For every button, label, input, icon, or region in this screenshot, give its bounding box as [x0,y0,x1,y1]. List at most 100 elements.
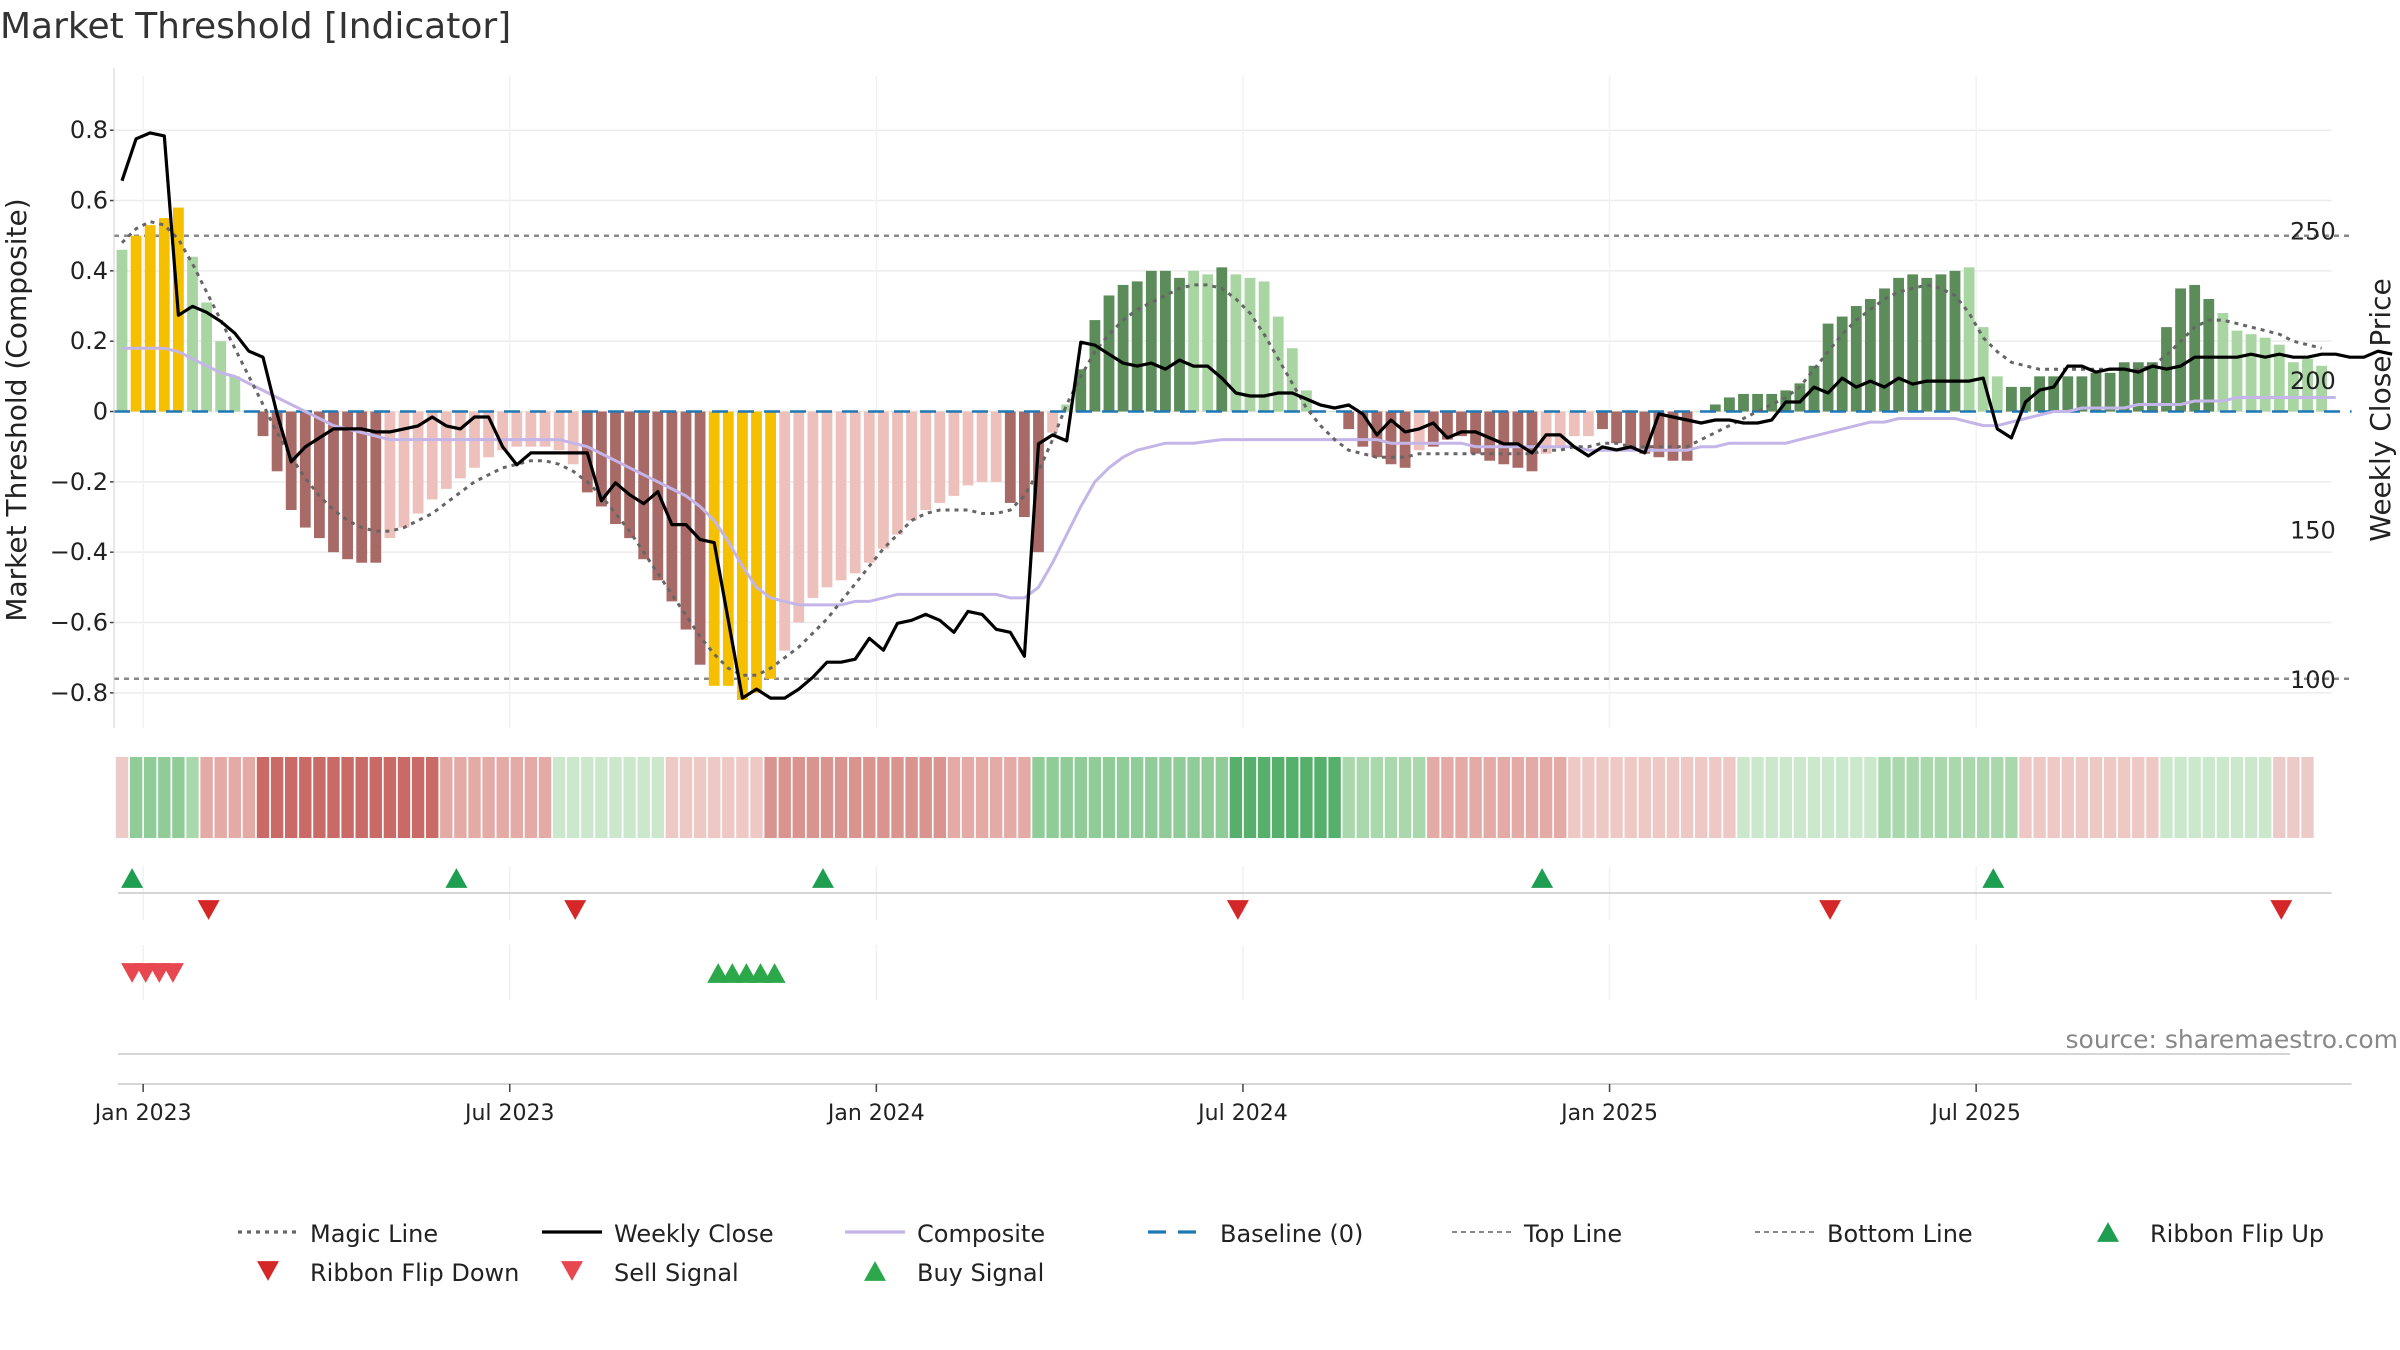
bar-24 [455,411,466,479]
bar-79 [1230,274,1242,412]
bar-77 [1202,274,1214,412]
y-tick-label-5: −0.2 [50,468,108,496]
ribbon-flip-up-marker-3 [1531,868,1554,888]
y2-tick-label-2: 150 [2290,517,2336,545]
ribbon-cell-145 [2160,757,2173,838]
ribbon-cell-32 [567,757,580,838]
bar-47 [779,411,791,651]
bar-123 [1850,306,1862,412]
ribbon-cell-138 [2061,757,2074,838]
sell-signal-marker-3 [161,963,184,983]
bar-103 [1568,411,1580,437]
bar-144 [2147,362,2158,412]
ribbon-cell-54 [877,757,890,838]
ribbon-cell-117 [1765,757,1778,838]
ribbon-cell-63 [1004,757,1017,838]
ribbon-flip-down-marker-1 [564,900,587,920]
legend-item-ribbon-flip-up: Ribbon Flip Up [2097,1220,2324,1248]
bar-88 [1357,411,1369,447]
ribbon-cell-72 [1131,757,1144,838]
ribbon-cell-147 [2188,757,2201,838]
ribbon-cell-83 [1286,757,1299,838]
magic-line [120,220,2322,677]
ribbon-cell-128 [1920,757,1933,838]
bar-15 [328,411,339,553]
bar-128 [1921,277,1933,412]
bar-137 [2048,376,2060,412]
legend-item-magic-line: Magic Line [238,1220,438,1248]
ribbon-cell-85 [1314,757,1327,838]
ribbon-cell-146 [2174,757,2187,838]
bar-49 [807,411,819,598]
ribbon-cell-3 [158,757,171,838]
bar-40 [680,411,692,630]
ribbon-cell-89 [1370,757,1384,838]
ribbon-cell-130 [1948,757,1962,838]
bar-82 [1272,316,1284,412]
ribbon-cell-155 [2301,757,2314,838]
bar-119 [1794,383,1806,412]
ribbon-cell-80 [1243,757,1257,838]
ribbon-cell-151 [2244,757,2258,838]
bar-72 [1131,281,1143,412]
buy-signal-marker-3 [749,963,772,983]
bar-121 [1822,323,1834,412]
ribbon-cell-9 [242,757,256,838]
ribbon-cell-129 [1934,757,1948,838]
ribbon-cell-18 [369,757,382,838]
ribbon-cell-12 [285,757,298,838]
ribbon-cell-112 [1695,757,1708,838]
bar-91 [1399,411,1411,468]
bar-104 [1583,411,1594,437]
ribbon-cell-73 [1145,757,1158,838]
composite-line [122,346,2336,607]
bar-39 [666,411,678,602]
ribbon-cell-98 [1497,757,1510,838]
ribbon-cell-44 [736,757,749,838]
bar-66 [1047,411,1058,433]
ribbon-cell-99 [1511,757,1525,838]
bar-116 [1752,393,1763,412]
bar-148 [2203,298,2215,412]
ribbon-cell-104 [1582,757,1595,838]
ribbon-cell-92 [1413,757,1426,838]
ribbon-cell-95 [1455,757,1468,838]
legend-item-baseline-0: Baseline (0) [1148,1220,1363,1248]
bar-114 [1724,397,1735,412]
ribbon-cell-127 [1906,757,1919,838]
ribbon-cell-141 [2103,757,2117,838]
ribbon-cell-107 [1624,757,1637,838]
ribbon-cell-39 [665,757,679,838]
bar-30 [539,411,551,447]
ribbon-cell-131 [1962,757,1976,838]
legend-marker-7 [257,1261,279,1281]
bar-37 [638,411,650,560]
ribbon-cell-2 [144,757,157,838]
weekly-close-line [120,131,2393,700]
ribbon-cell-111 [1680,757,1694,838]
ribbon-cell-57 [919,757,932,838]
x-tick-label-4: Jan 2025 [1559,1101,1658,1126]
ribbon-cell-113 [1709,757,1722,838]
bar-110 [1667,411,1679,461]
signal-panel [118,945,2290,1055]
bar-81 [1258,281,1270,412]
x-tick-label-0: Jan 2023 [93,1101,192,1126]
ribbon-cell-125 [1878,757,1891,838]
bar-63 [1004,411,1016,503]
ribbon-cell-105 [1596,757,1609,838]
bar-126 [1893,277,1904,412]
bar-43 [722,411,734,686]
bar-134 [2006,386,2017,412]
ribbon-cell-142 [2118,757,2131,838]
bar-124 [1865,298,1876,412]
bar-83 [1286,348,1298,412]
bar-50 [821,411,833,588]
bar-113 [1709,404,1721,412]
ribbon-cell-26 [482,757,495,838]
bar-80 [1244,277,1256,412]
ribbon-flip-up-marker-2 [812,868,834,888]
ribbon-cell-51 [834,757,848,838]
ribbon-cell-149 [2216,757,2230,838]
bar-21 [412,411,424,514]
